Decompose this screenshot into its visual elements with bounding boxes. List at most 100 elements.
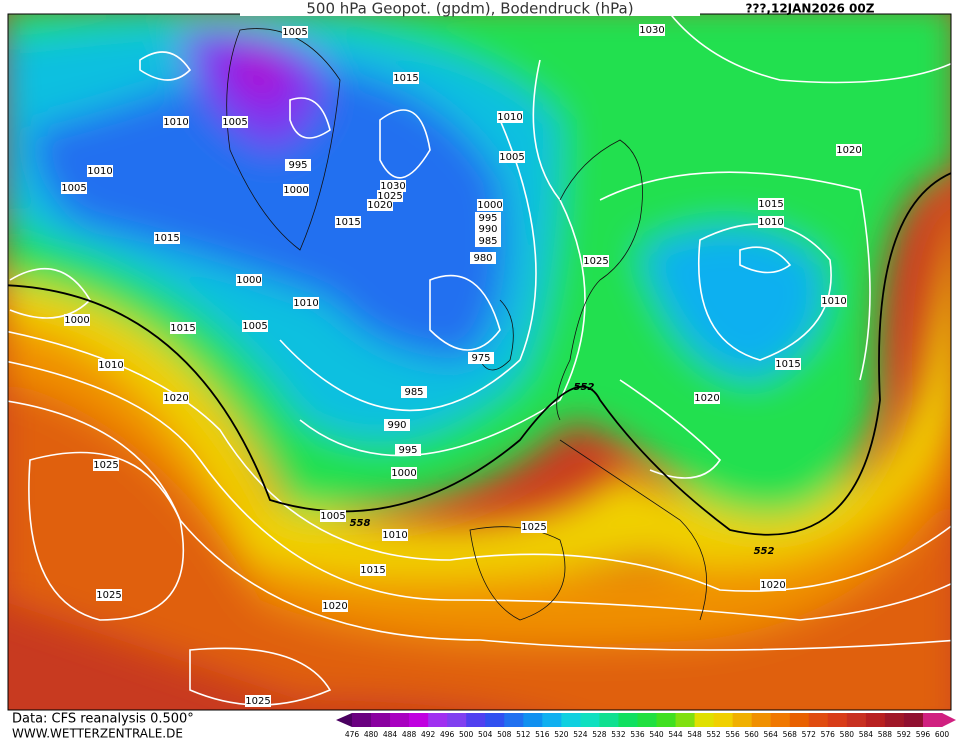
isobar-label: 1025: [521, 522, 546, 533]
label-box: [384, 419, 410, 431]
colorbar-label: 508: [497, 730, 512, 739]
data-source: Data: CFS reanalysis 0.500°: [12, 712, 194, 727]
label-box: [93, 459, 119, 471]
colorbar-label: 532: [611, 730, 626, 739]
colorbar-label: 520: [554, 730, 569, 739]
colorbar-label: 552: [706, 730, 721, 739]
colorbar-label: 496: [440, 730, 455, 739]
label-box: [583, 255, 609, 267]
isobar-label: 1000: [236, 275, 261, 286]
site-name: WWW.WETTERZENTRALE.DE: [12, 727, 183, 741]
label-box: [475, 235, 501, 247]
label-box: [64, 314, 90, 326]
colorbar-label: 556: [725, 730, 740, 739]
label-box: [282, 26, 308, 38]
colorbar-segment: [637, 713, 658, 727]
colorbar-label: 484: [383, 730, 398, 739]
isobar-label: 1025: [583, 256, 608, 267]
isobar-label: 1015: [360, 565, 385, 576]
label-box: [285, 159, 311, 171]
colorbar-segment: [447, 713, 467, 727]
colorbar-segment: [884, 713, 905, 727]
isobar-label: 1005: [222, 117, 247, 128]
colorbar-label: 560: [745, 730, 760, 739]
label-box: [322, 600, 348, 612]
colorbar-label: 568: [783, 730, 798, 739]
label-box: [836, 144, 862, 156]
isobar-label: 995: [288, 160, 307, 171]
label-box: [293, 297, 319, 309]
label-box: [499, 151, 525, 163]
label-box: [245, 695, 271, 707]
colorbar-label: 492: [421, 730, 436, 739]
colorbar-segment: [922, 713, 943, 727]
height-label: 558: [350, 518, 371, 529]
colorbar-segment: [371, 713, 391, 727]
isobar-label: 1020: [694, 393, 719, 404]
colorbar-segment: [409, 713, 429, 727]
colorbar-label: 580: [840, 730, 855, 739]
label-box: [470, 252, 496, 264]
colorbar-segment: [618, 713, 638, 727]
isobar-label: 1010: [293, 298, 318, 309]
colorbar-segment: [808, 713, 829, 727]
colorbar-segment: [751, 713, 772, 727]
isobar-label: 1010: [821, 296, 846, 307]
isobar-label: 995: [398, 445, 417, 456]
isobar-label: 1005: [499, 152, 524, 163]
label-box: [521, 521, 547, 533]
colorbar-label: 480: [364, 730, 379, 739]
label-box: [401, 386, 427, 398]
colorbar-segment: [713, 713, 734, 727]
colorbar-label: 540: [649, 730, 664, 739]
label-box: [694, 392, 720, 404]
isobar-label: 1015: [170, 323, 195, 334]
colorbar-segment: [903, 713, 924, 727]
label-box: [236, 274, 262, 286]
colorbar-label: 528: [592, 730, 607, 739]
isobar-label: 1015: [775, 359, 800, 370]
isobar-label: 1010: [382, 530, 407, 541]
isobar-label: 975: [471, 353, 490, 364]
isobar-label: 1025: [96, 590, 121, 601]
colorbar-label: 488: [402, 730, 417, 739]
label-box: [320, 510, 346, 522]
label-box: [775, 358, 801, 370]
height-label: 552: [574, 382, 595, 393]
isobar-label: 1010: [497, 112, 522, 123]
label-box: [222, 116, 248, 128]
label-box: [242, 320, 268, 332]
colorbar-segment: [656, 713, 677, 727]
title-band: [240, 0, 700, 16]
label-box: [477, 199, 503, 211]
colorbar-label: 516: [535, 730, 550, 739]
coastlines: [226, 28, 708, 621]
colorbar-label: 584: [859, 730, 874, 739]
colorbar-label: 576: [821, 730, 836, 739]
colorbar-label: 504: [478, 730, 493, 739]
colorbar-label: 564: [764, 730, 779, 739]
label-box: [382, 529, 408, 541]
colorbar-segment: [846, 713, 867, 727]
isobar-label: 1020: [367, 200, 392, 211]
colorbar-label: 544: [668, 730, 683, 739]
label-box: [639, 24, 665, 36]
isobar-label: 990: [387, 420, 406, 431]
map-title: 500 hPa Geopot. (gpdm), Bodendruck (hPa): [306, 0, 633, 18]
isobar-label: 1010: [87, 166, 112, 177]
colorbar-arrow-right: [942, 713, 956, 727]
colorbar-segment: [770, 713, 791, 727]
colorbar-label: 548: [687, 730, 702, 739]
colorbar-segment: [542, 713, 562, 727]
colorbar-label: 596: [916, 730, 931, 739]
colorbar-segment: [485, 713, 505, 727]
isobar-label: 1005: [61, 183, 86, 194]
label-box: [475, 223, 501, 235]
label-box: [283, 184, 309, 196]
label-box: [98, 359, 124, 371]
isobar-label: 1015: [758, 199, 783, 210]
label-box: [475, 212, 501, 224]
isobar-label: 1010: [98, 360, 123, 371]
